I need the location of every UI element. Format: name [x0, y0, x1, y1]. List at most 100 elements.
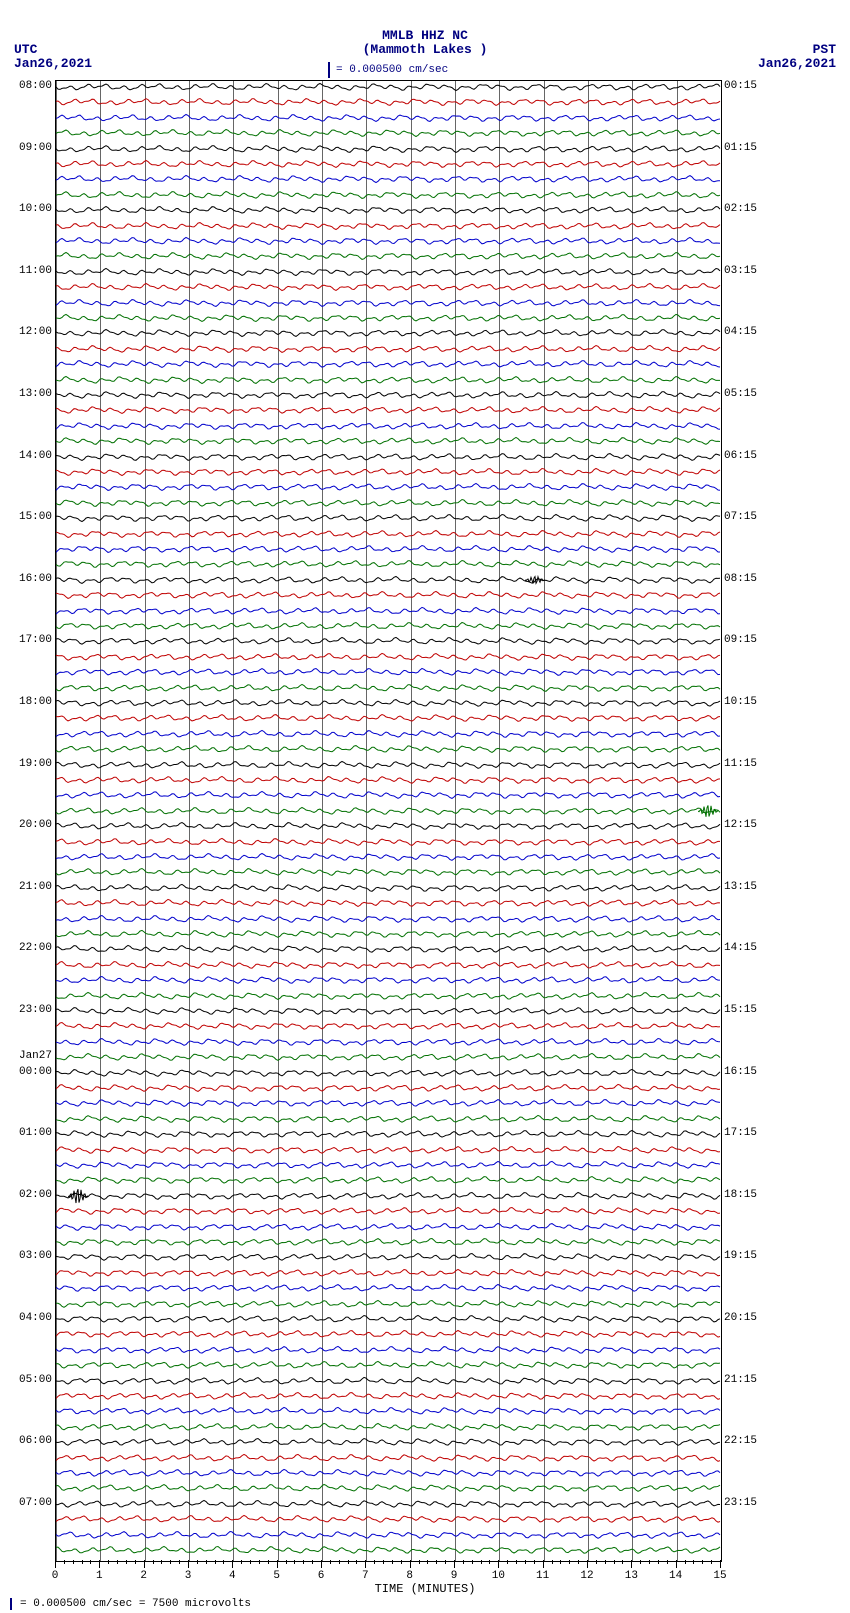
x-minor-tick	[534, 1560, 535, 1564]
trace	[56, 1435, 721, 1449]
seismogram-page: MMLB HHZ NC (Mammoth Lakes ) = 0.000500 …	[0, 0, 850, 1613]
x-tick	[365, 1560, 366, 1568]
trace	[56, 681, 721, 695]
x-tick	[188, 1560, 189, 1568]
x-minor-tick	[206, 1560, 207, 1564]
x-minor-tick	[197, 1560, 198, 1564]
x-minor-tick	[339, 1560, 340, 1564]
x-minor-tick	[117, 1560, 118, 1564]
x-minor-tick	[525, 1560, 526, 1564]
trace	[56, 1004, 721, 1018]
x-tick	[498, 1560, 499, 1568]
pst-time-label: 21:15	[724, 1374, 772, 1386]
x-tick-label: 8	[406, 1570, 413, 1582]
trace	[56, 1204, 721, 1218]
pst-time-label: 11:15	[724, 758, 772, 770]
x-minor-tick	[614, 1560, 615, 1564]
trace	[56, 496, 721, 510]
x-tick	[587, 1560, 588, 1568]
trace	[56, 1127, 721, 1141]
x-tick	[720, 1560, 721, 1568]
trace	[56, 1266, 721, 1280]
pst-time-label: 20:15	[724, 1312, 772, 1324]
seismic-event	[698, 799, 718, 823]
utc-time-label: 14:00	[4, 450, 52, 462]
x-tick	[277, 1560, 278, 1568]
x-tick	[99, 1560, 100, 1568]
pst-time-label: 00:15	[724, 80, 772, 92]
x-minor-tick	[578, 1560, 579, 1564]
utc-time-label: 00:00	[4, 1066, 52, 1078]
trace	[56, 665, 721, 679]
scale-label: = 0.000500 cm/sec	[336, 64, 448, 76]
trace	[56, 1451, 721, 1465]
trace	[56, 788, 721, 802]
left-timezone: UTC	[14, 42, 37, 57]
trace	[56, 1497, 721, 1511]
trace	[56, 188, 721, 202]
x-tick	[676, 1560, 677, 1568]
trace	[56, 465, 721, 479]
trace	[56, 542, 721, 556]
x-minor-tick	[481, 1560, 482, 1564]
utc-time-label: 11:00	[4, 265, 52, 277]
seismogram-plot	[55, 80, 722, 1562]
x-minor-tick	[64, 1560, 65, 1564]
x-tick	[144, 1560, 145, 1568]
trace	[56, 835, 721, 849]
trace	[56, 758, 721, 772]
pst-time-label: 10:15	[724, 696, 772, 708]
x-tick-label: 12	[580, 1570, 593, 1582]
trace	[56, 1343, 721, 1357]
utc-time-label: 16:00	[4, 573, 52, 585]
x-minor-tick	[356, 1560, 357, 1564]
trace	[56, 588, 721, 602]
trace	[56, 1358, 721, 1372]
utc-time-label: 15:00	[4, 511, 52, 523]
trace	[56, 326, 721, 340]
trace	[56, 249, 721, 263]
x-minor-tick	[436, 1560, 437, 1564]
right-date: Jan26,2021	[758, 56, 836, 71]
trace	[56, 296, 721, 310]
trace	[56, 1297, 721, 1311]
utc-time-label: 08:00	[4, 80, 52, 92]
trace	[56, 696, 721, 710]
trace	[56, 1050, 721, 1064]
x-tick-label: 4	[229, 1570, 236, 1582]
trace	[56, 912, 721, 926]
utc-time-label: 07:00	[4, 1497, 52, 1509]
x-minor-tick	[268, 1560, 269, 1564]
trace	[56, 80, 721, 94]
trace	[56, 1173, 721, 1187]
x-minor-tick	[702, 1560, 703, 1564]
trace	[56, 773, 721, 787]
x-minor-tick	[401, 1560, 402, 1564]
x-tick	[232, 1560, 233, 1568]
x-tick-label: 9	[451, 1570, 458, 1582]
trace	[56, 557, 721, 571]
trace	[56, 634, 721, 648]
x-minor-tick	[73, 1560, 74, 1564]
pst-time-label: 08:15	[724, 573, 772, 585]
footer-scale-bar-icon	[10, 1598, 12, 1610]
x-minor-tick	[294, 1560, 295, 1564]
trace	[56, 727, 721, 741]
x-minor-tick	[658, 1560, 659, 1564]
pst-time-label: 01:15	[724, 142, 772, 154]
utc-time-label: 20:00	[4, 819, 52, 831]
x-minor-tick	[170, 1560, 171, 1564]
utc-time-label: 23:00	[4, 1004, 52, 1016]
trace	[56, 1420, 721, 1434]
x-tick-label: 15	[713, 1570, 726, 1582]
trace	[56, 804, 721, 818]
trace	[56, 942, 721, 956]
x-minor-tick	[153, 1560, 154, 1564]
pst-time-label: 14:15	[724, 942, 772, 954]
pst-time-label: 07:15	[724, 511, 772, 523]
x-minor-tick	[569, 1560, 570, 1564]
x-minor-tick	[108, 1560, 109, 1564]
x-tick-label: 14	[669, 1570, 682, 1582]
x-minor-tick	[596, 1560, 597, 1564]
utc-time-label: Jan27	[4, 1050, 52, 1062]
